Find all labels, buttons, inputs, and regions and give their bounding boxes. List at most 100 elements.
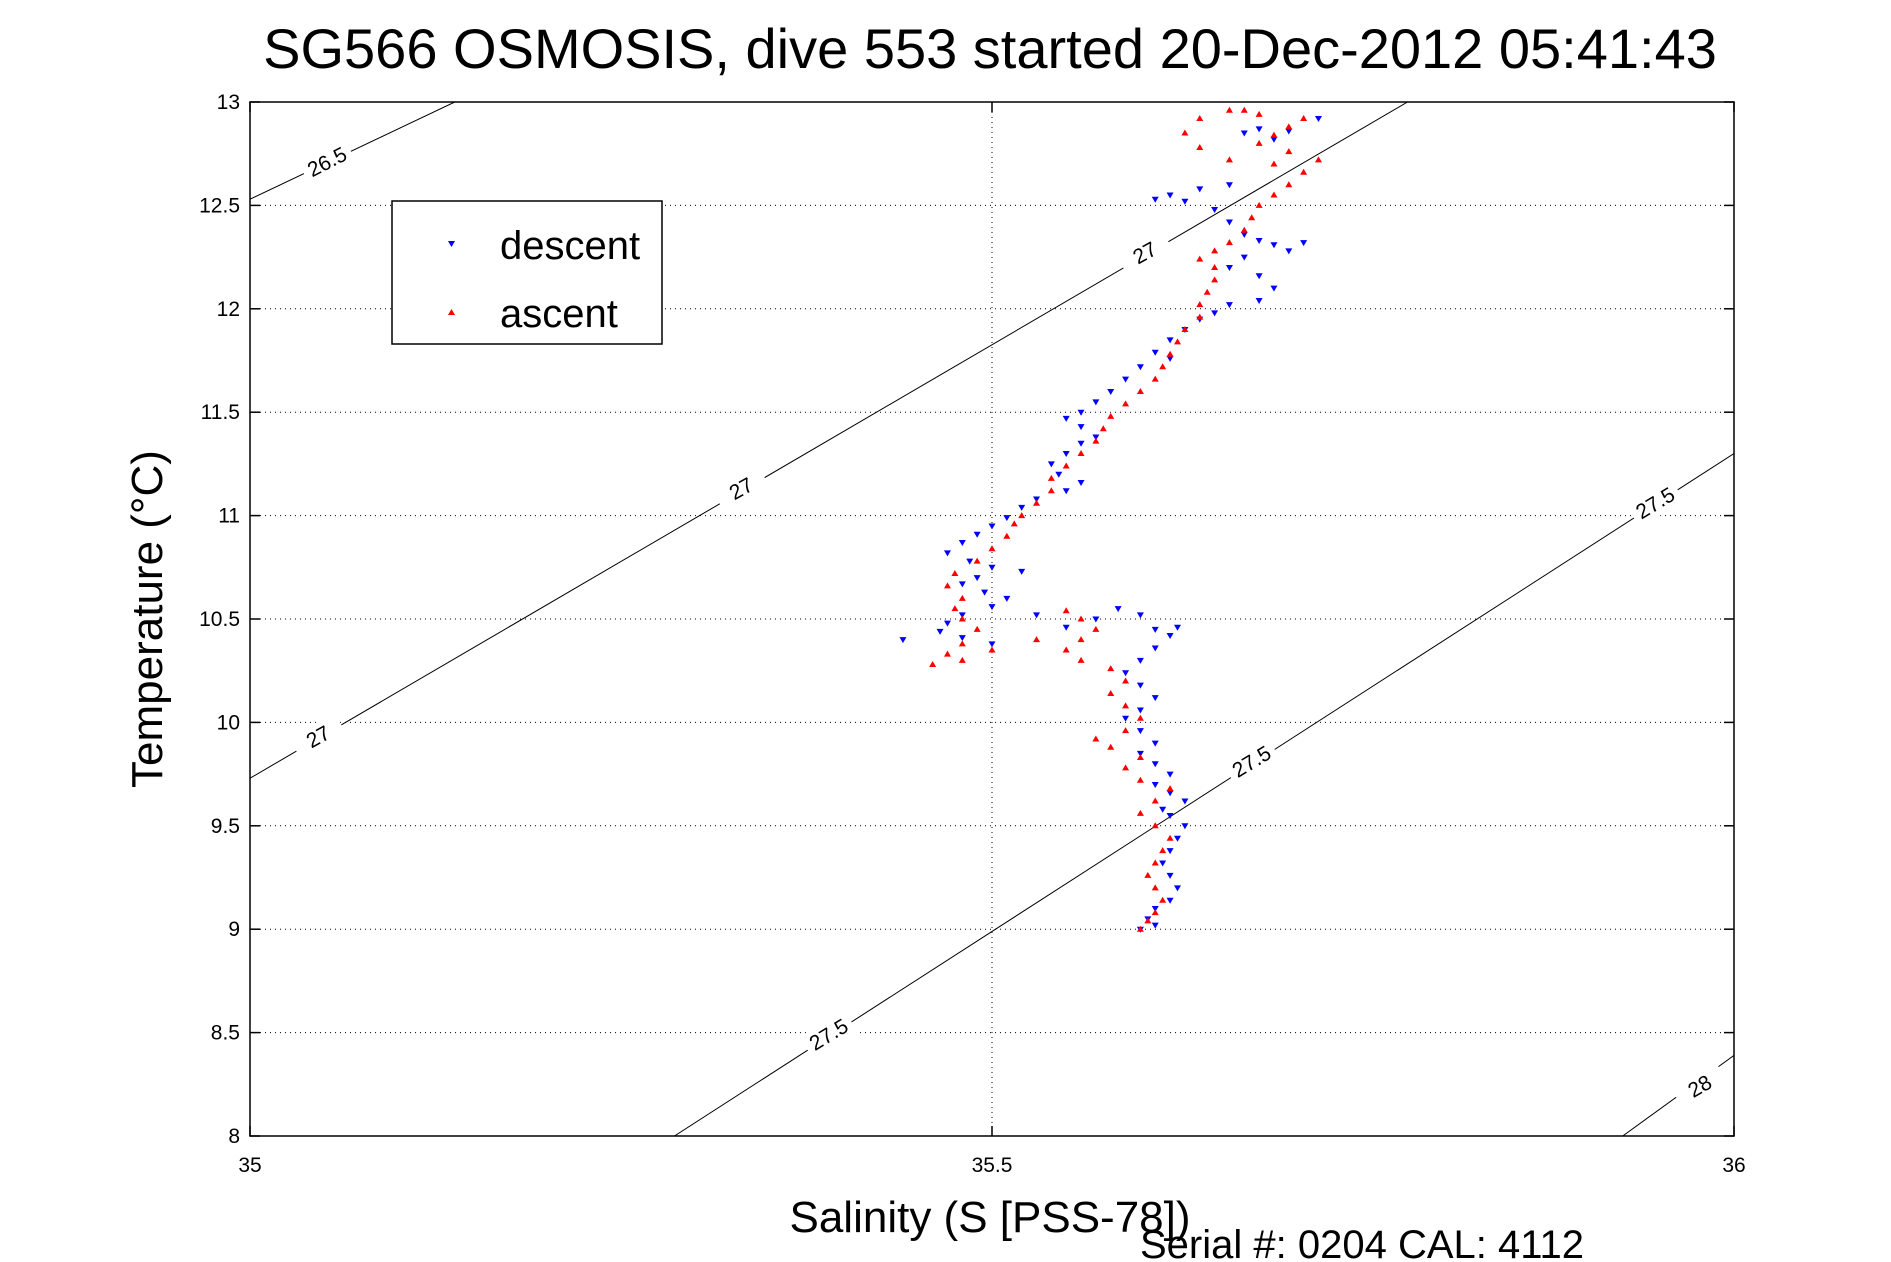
- ascent-point: [951, 605, 959, 612]
- descent-point: [958, 581, 966, 588]
- x-axis-label: Salinity (S [PSS-78]): [789, 1193, 1190, 1242]
- descent-point: [1114, 606, 1122, 613]
- ascent-point: [1151, 797, 1159, 804]
- descent-point: [1166, 812, 1174, 819]
- descent-point: [1255, 126, 1263, 133]
- ascent-point: [951, 570, 959, 577]
- ascent-point: [1166, 350, 1174, 357]
- descent-point: [1062, 488, 1070, 495]
- axis-ticks: 35 35.5 36 8 8.5 9 9.5 10 10.5 11 11.5 12 12.5 13: [199, 91, 1746, 1177]
- descent-point: [1151, 781, 1159, 788]
- ascent-point: [1136, 809, 1144, 816]
- descent-point: [1047, 461, 1055, 468]
- descent-point: [1062, 624, 1070, 631]
- ascent-point: [1285, 148, 1293, 155]
- descent-point: [1122, 670, 1130, 677]
- y-tick-label: 12.5: [199, 194, 240, 217]
- descent-point: [1255, 238, 1263, 245]
- ascent-point: [1062, 607, 1070, 614]
- contour-label-bg: [799, 1010, 858, 1060]
- descent-point: [1151, 626, 1159, 633]
- ascent-point: [1122, 677, 1130, 684]
- ascent-point: [1159, 847, 1167, 854]
- descent-point: [1077, 424, 1085, 431]
- descent-point: [1166, 897, 1174, 904]
- ascent-point: [958, 594, 966, 601]
- descent-point: [988, 604, 996, 611]
- descent-point: [943, 550, 951, 557]
- descent-point: [1166, 337, 1174, 344]
- ascent-point: [1270, 160, 1278, 167]
- descent-point: [1136, 657, 1144, 664]
- descent-point: [1240, 254, 1248, 261]
- ascent-point: [1151, 884, 1159, 891]
- descent-point: [1166, 790, 1174, 797]
- ascent-point: [988, 545, 996, 552]
- ascent-point: [1107, 689, 1115, 696]
- descent-point: [1092, 616, 1100, 623]
- ascent-point: [1077, 615, 1085, 622]
- descent-point: [973, 575, 981, 582]
- contour-label-bg: [289, 712, 348, 761]
- ascent-point: [1166, 785, 1174, 792]
- ascent-point: [1300, 168, 1308, 175]
- descent-point: [1181, 798, 1189, 805]
- ascent-point: [1136, 754, 1144, 761]
- ascent-point: [1033, 499, 1041, 506]
- ascent-point: [1018, 512, 1026, 519]
- descent-point: [1225, 219, 1233, 226]
- descent-point: [966, 558, 974, 565]
- chart-title: SG566 OSMOSIS, dive 553 started 20-Dec-2…: [263, 17, 1717, 80]
- ascent-point: [1196, 255, 1204, 262]
- descent-point: [936, 628, 944, 635]
- ascent-point: [1136, 714, 1144, 721]
- ascent-point: [1196, 115, 1204, 122]
- ascent-point: [1136, 925, 1144, 932]
- descent-point: [1055, 471, 1063, 478]
- descent-point: [1077, 440, 1085, 447]
- ascent-point: [988, 646, 996, 653]
- ascent-point: [1196, 313, 1204, 320]
- descent-point: [1136, 612, 1144, 619]
- ascent-point: [1211, 247, 1219, 254]
- ascent-point: [1270, 131, 1278, 138]
- ascent-point: [1151, 909, 1159, 916]
- descent-point: [1211, 310, 1219, 317]
- descent-point: [1211, 207, 1219, 214]
- ascent-point: [1203, 288, 1211, 295]
- descent-point: [1151, 196, 1159, 203]
- descent-point: [1151, 922, 1159, 929]
- ascent-point: [1092, 437, 1100, 444]
- ascent-point: [1062, 462, 1070, 469]
- ascent-point: [1144, 917, 1152, 924]
- descent-point: [1166, 872, 1174, 879]
- ascent-point: [1181, 325, 1189, 332]
- descent-point: [1122, 376, 1130, 383]
- descent-point: [973, 531, 981, 538]
- ascent-point: [1144, 871, 1152, 878]
- contour-label-bg: [1115, 228, 1174, 277]
- descent-point: [1314, 116, 1322, 123]
- descent-point: [1033, 612, 1041, 619]
- descent-point: [1077, 480, 1085, 487]
- ascent-point: [1062, 646, 1070, 653]
- descent-point: [988, 523, 996, 530]
- descent-point: [988, 641, 996, 648]
- ascent-point: [1077, 656, 1085, 663]
- descent-point: [1166, 633, 1174, 640]
- descent-point: [1033, 496, 1041, 503]
- y-tick-label: 10: [217, 711, 240, 734]
- ascent-point: [973, 557, 981, 564]
- ascent-point: [1248, 214, 1256, 221]
- ascent-point: [1225, 239, 1233, 246]
- y-axis-label: Temperature (°C): [123, 450, 172, 788]
- descent-point: [1062, 415, 1070, 422]
- descent-point: [988, 564, 996, 571]
- ascent-point: [943, 650, 951, 657]
- descent-point: [1003, 595, 1011, 602]
- descent-point: [1151, 740, 1159, 747]
- legend-ascent-label: ascent: [500, 292, 618, 336]
- ascent-point: [1300, 115, 1308, 122]
- descent-point: [1225, 264, 1233, 271]
